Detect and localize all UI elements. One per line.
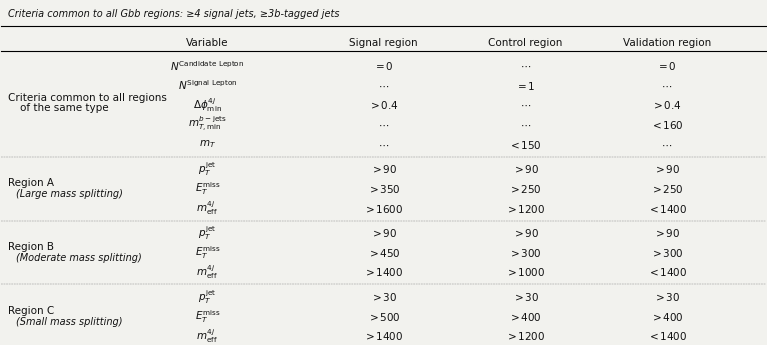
Text: $m^{b-\mathrm{jets}}_{T,\mathrm{min}}$: $m^{b-\mathrm{jets}}_{T,\mathrm{min}}$ bbox=[188, 115, 227, 135]
Text: $>1200$: $>1200$ bbox=[505, 203, 545, 215]
Text: $>30$: $>30$ bbox=[653, 291, 680, 303]
Text: $>1400$: $>1400$ bbox=[364, 266, 403, 278]
Text: $>250$: $>250$ bbox=[650, 183, 683, 195]
Text: $\cdots$: $\cdots$ bbox=[378, 80, 389, 90]
Text: (Moderate mass splitting): (Moderate mass splitting) bbox=[16, 253, 142, 263]
Text: $\cdots$: $\cdots$ bbox=[519, 100, 531, 110]
Text: $m^{4j}_{\mathrm{eff}}$: $m^{4j}_{\mathrm{eff}}$ bbox=[196, 264, 219, 282]
Text: $>90$: $>90$ bbox=[512, 163, 538, 175]
Text: Variable: Variable bbox=[186, 38, 229, 48]
Text: $<160$: $<160$ bbox=[650, 119, 683, 131]
Text: (Large mass splitting): (Large mass splitting) bbox=[16, 189, 123, 199]
Text: $>90$: $>90$ bbox=[370, 227, 397, 239]
Text: $\cdots$: $\cdots$ bbox=[661, 140, 673, 150]
Text: $N^{\mathrm{Candidate\ Lepton}}$: $N^{\mathrm{Candidate\ Lepton}}$ bbox=[170, 59, 245, 73]
Text: $\Delta\phi^{4j}_{\mathrm{min}}$: $\Delta\phi^{4j}_{\mathrm{min}}$ bbox=[193, 96, 222, 114]
Text: $>300$: $>300$ bbox=[509, 247, 542, 259]
Text: $<1400$: $<1400$ bbox=[647, 331, 687, 342]
Text: $<1400$: $<1400$ bbox=[647, 203, 687, 215]
Text: $>300$: $>300$ bbox=[650, 247, 683, 259]
Text: $>250$: $>250$ bbox=[509, 183, 542, 195]
Text: $\cdots$: $\cdots$ bbox=[378, 120, 389, 130]
Text: $p_T^{\mathrm{jet}}$: $p_T^{\mathrm{jet}}$ bbox=[199, 288, 216, 306]
Text: $m^{4j}_{\mathrm{eff}}$: $m^{4j}_{\mathrm{eff}}$ bbox=[196, 199, 219, 217]
Text: $>90$: $>90$ bbox=[512, 227, 538, 239]
Text: $E_T^{\mathrm{miss}}$: $E_T^{\mathrm{miss}}$ bbox=[195, 308, 220, 325]
Text: Signal region: Signal region bbox=[349, 38, 418, 48]
Text: $=0$: $=0$ bbox=[657, 60, 677, 72]
Text: Region B: Region B bbox=[8, 242, 54, 252]
Text: $m^{4j}_{\mathrm{eff}}$: $m^{4j}_{\mathrm{eff}}$ bbox=[196, 327, 219, 345]
Text: Validation region: Validation region bbox=[623, 38, 711, 48]
Text: $>1000$: $>1000$ bbox=[505, 266, 545, 278]
Text: Region A: Region A bbox=[8, 178, 54, 188]
Text: $>350$: $>350$ bbox=[367, 183, 400, 195]
Text: $<1400$: $<1400$ bbox=[647, 266, 687, 278]
Text: $E_T^{\mathrm{miss}}$: $E_T^{\mathrm{miss}}$ bbox=[195, 180, 220, 197]
Text: $=0$: $=0$ bbox=[374, 60, 393, 72]
Text: $>30$: $>30$ bbox=[370, 291, 397, 303]
Text: $>1200$: $>1200$ bbox=[505, 331, 545, 342]
Text: $p_T^{\mathrm{jet}}$: $p_T^{\mathrm{jet}}$ bbox=[199, 160, 216, 178]
Text: $>1600$: $>1600$ bbox=[364, 203, 403, 215]
Text: $>450$: $>450$ bbox=[367, 247, 400, 259]
Text: $>0.4$: $>0.4$ bbox=[651, 99, 682, 111]
Text: $p_T^{\mathrm{jet}}$: $p_T^{\mathrm{jet}}$ bbox=[199, 224, 216, 242]
Text: $>400$: $>400$ bbox=[650, 310, 683, 323]
Text: Region C: Region C bbox=[8, 306, 54, 316]
Text: $>500$: $>500$ bbox=[367, 310, 400, 323]
Text: $>90$: $>90$ bbox=[653, 163, 680, 175]
Text: Criteria common to all Gbb regions: ≥4 signal jets, ≥3b-tagged jets: Criteria common to all Gbb regions: ≥4 s… bbox=[8, 9, 340, 19]
Text: $<150$: $<150$ bbox=[509, 139, 542, 150]
Text: $>0.4$: $>0.4$ bbox=[368, 99, 399, 111]
Text: $m_T$: $m_T$ bbox=[199, 139, 216, 150]
Text: of the same type: of the same type bbox=[20, 103, 108, 113]
Text: (Small mass splitting): (Small mass splitting) bbox=[16, 316, 123, 326]
Text: $\cdots$: $\cdots$ bbox=[378, 140, 389, 150]
Text: $=1$: $=1$ bbox=[515, 79, 535, 91]
Text: Control region: Control region bbox=[488, 38, 562, 48]
Text: $>90$: $>90$ bbox=[653, 227, 680, 239]
Text: $>30$: $>30$ bbox=[512, 291, 538, 303]
Text: $>90$: $>90$ bbox=[370, 163, 397, 175]
Text: $\cdots$: $\cdots$ bbox=[519, 120, 531, 130]
Text: $>400$: $>400$ bbox=[509, 310, 542, 323]
Text: Criteria common to all regions: Criteria common to all regions bbox=[8, 93, 167, 103]
Text: $\cdots$: $\cdots$ bbox=[661, 80, 673, 90]
Text: $N^{\mathrm{Signal\ Lepton}}$: $N^{\mathrm{Signal\ Lepton}}$ bbox=[178, 79, 237, 92]
Text: $E_T^{\mathrm{miss}}$: $E_T^{\mathrm{miss}}$ bbox=[195, 244, 220, 261]
Text: $\cdots$: $\cdots$ bbox=[519, 61, 531, 71]
Text: $>1400$: $>1400$ bbox=[364, 331, 403, 342]
